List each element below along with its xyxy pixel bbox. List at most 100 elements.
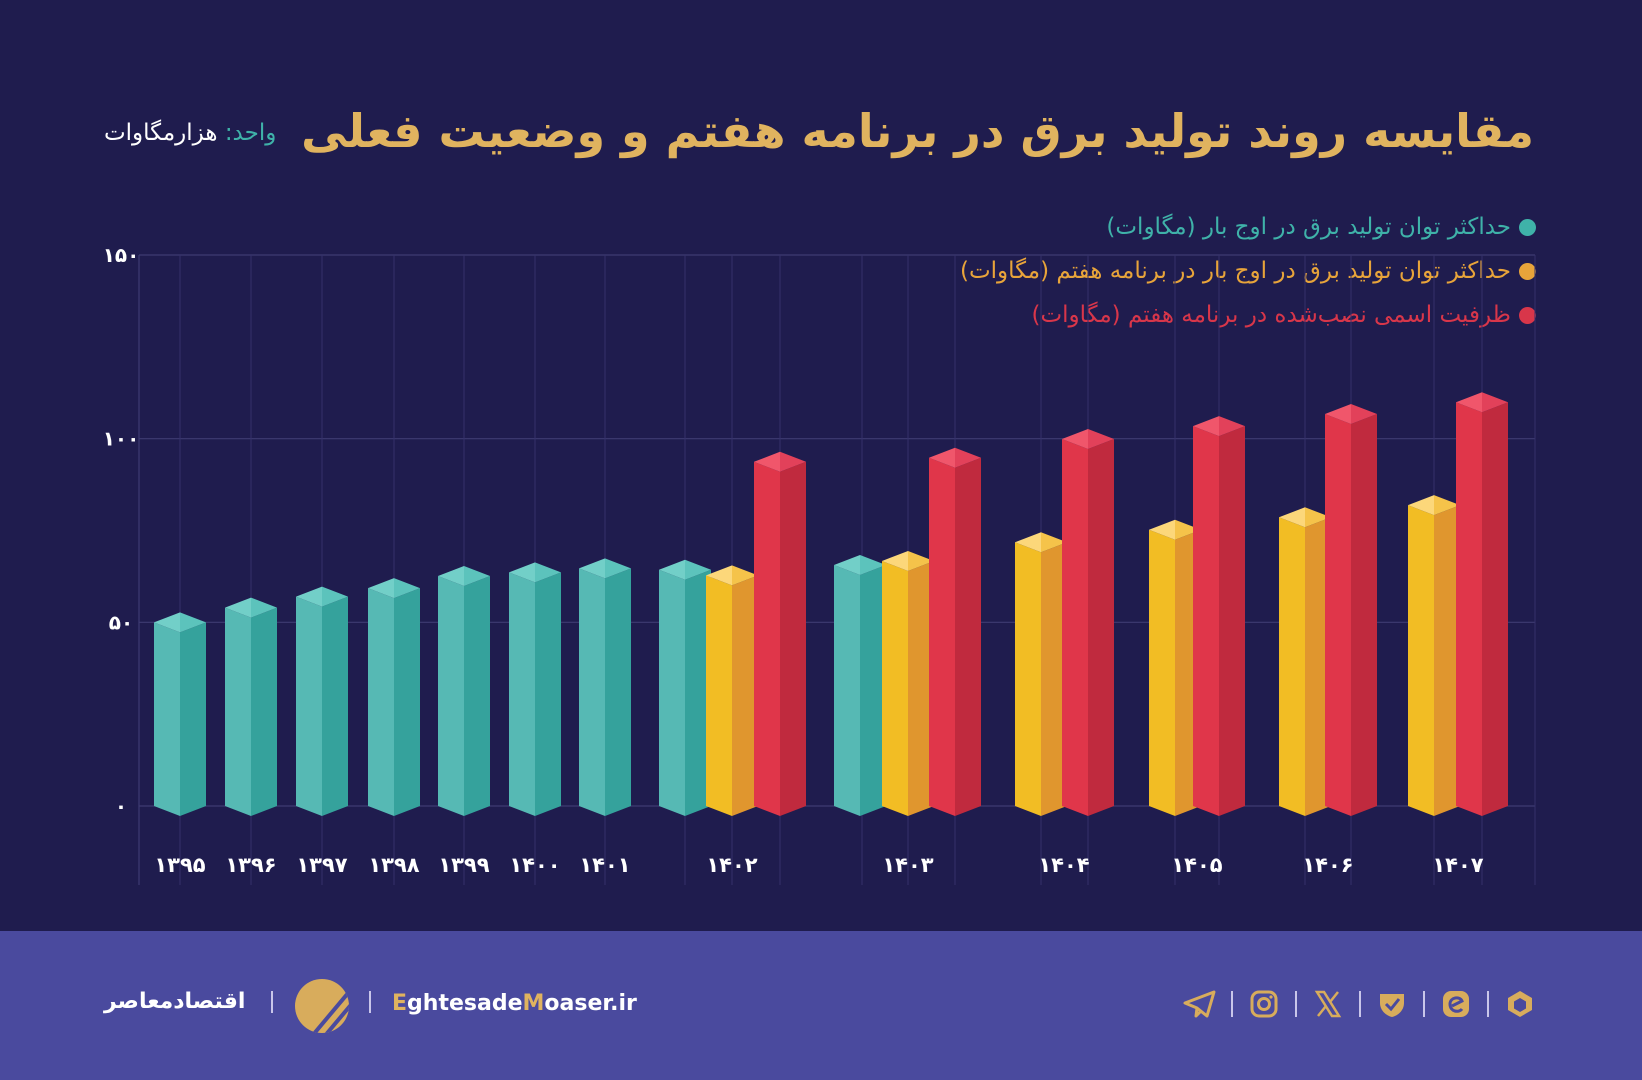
bar-left-face [659,569,685,816]
bar-right-face [535,572,561,816]
bar-top-cap [1175,519,1201,540]
bar-top-cap [1325,404,1351,425]
bar-top-cap [464,566,490,587]
x-tick-label: ۱۳۹۷ [296,853,347,877]
bar-top-cap [908,550,934,571]
bar-left-face [579,568,605,816]
bar-top-cap [1088,429,1114,450]
instagram-icon[interactable] [1246,986,1282,1022]
bar-left-face [225,607,251,816]
bar-right-face [1305,517,1331,816]
bar-chart: ۰ ۵۰ ۱۰۰ ۱۵۰ ۱۳۹۵ ۱۳۹۶ ۱۳۹۷ ۱۳۹۸ ۱۳۹۹ ۱۴۰۰ ۱۴۰۱ ۱۴۰… [103,243,1536,885]
legend-label: ظرفیت اسمی نصب‌شده در برنامه هفتم (مگاوا… [1031,302,1511,328]
e-icon[interactable] [1438,986,1474,1022]
y-tick-label: ۱۵۰ [103,243,140,267]
legend-dot [1519,262,1536,280]
bar-left-face [154,622,180,816]
bar-top-cap [780,451,806,472]
bar-top-cap [535,562,561,583]
bar-top-cap [509,562,535,583]
bar-top-cap [1062,429,1088,450]
bar-top-cap [1149,519,1175,540]
bar-top-cap [368,578,394,599]
logo-icon [295,979,349,1033]
unit-label: واحد: هزارمگاوات [104,120,276,146]
bar-top-cap [154,612,180,633]
telegram-icon[interactable] [1182,986,1218,1022]
bar-top-cap [754,451,780,472]
bar-top-cap [394,578,420,599]
verified-icon[interactable] [1374,986,1410,1022]
bar-right-face [180,622,206,816]
bar-top-cap [1041,532,1067,553]
bar-top-cap [1305,507,1331,528]
bar-right-face [1351,414,1377,816]
bar-left-face [929,457,955,816]
legend-item-current: حداکثر توان تولید برق در اوج بار (مگاوات… [960,205,1536,249]
bar-top-cap [1193,416,1219,437]
bar-top-cap [322,586,348,607]
divider [1295,991,1297,1017]
bar-right-face [1434,505,1460,816]
bar-top-cap [1456,392,1482,413]
bar-top-cap [706,565,732,586]
bar-right-face [464,576,490,816]
bar-right-face [955,457,981,816]
bar-right-face [1041,542,1067,816]
bar-top-cap [732,565,758,586]
bar-right-face [251,607,277,816]
bar-left-face [1193,426,1219,816]
bar-right-face [605,568,631,816]
divider [1487,991,1489,1017]
x-tick-label: ۱۳۹۸ [368,853,419,877]
bar-top-cap [929,447,955,468]
x-tick-label: ۱۴۰۳ [882,853,933,877]
bar-left-face [296,596,322,816]
bar-right-face [732,575,758,816]
brand-name: اقتصادمعاصر [104,989,246,1014]
bar-top-cap [180,612,206,633]
x-icon[interactable] [1310,986,1346,1022]
bar-left-face [368,588,394,816]
x-tick-label: ۱۴۰۰ [509,853,560,877]
bar-right-face [780,461,806,816]
legend: حداکثر توان تولید برق در اوج بار (مگاوات… [960,205,1536,337]
x-tick-label: ۱۴۰۵ [1171,853,1222,877]
bar-top-cap [955,447,981,468]
y-tick-label: ۰ [115,794,127,818]
bar-top-cap [1219,416,1245,437]
bar-top-cap [225,597,251,618]
bar-left-face [834,565,860,816]
bar-left-face [706,575,732,816]
hexagon-icon[interactable] [1502,986,1538,1022]
x-tick-label: ۱۳۹۶ [225,853,276,877]
bar-right-face [685,569,711,816]
legend-item-plan-capacity: ظرفیت اسمی نصب‌شده در برنامه هفتم (مگاوا… [960,293,1536,337]
bar-top-cap [1482,392,1508,413]
legend-dot [1519,306,1536,324]
bar-left-face [754,461,780,816]
bar-top-cap [860,555,886,576]
page-title: مقایسه روند تولید برق در برنامه هفتم و و… [301,104,1534,158]
bar-left-face [1015,542,1041,816]
bar-top-cap [605,558,631,579]
legend-dot [1519,218,1536,236]
divider [369,991,371,1013]
bar-right-face [860,565,886,816]
bar-left-face [1279,517,1305,816]
unit-label-prefix: واحد: [224,120,277,146]
bar-right-face [394,588,420,816]
bar-left-face [1408,505,1434,816]
bar-top-cap [1408,495,1434,516]
divider [1359,991,1361,1017]
bar-left-face [1149,529,1175,816]
x-tick-label: ۱۳۹۹ [438,853,489,877]
y-tick-label: ۵۰ [109,610,133,634]
x-tick-label: ۱۳۹۵ [154,853,205,877]
website-link[interactable]: EghtesadeMoaser.ir [392,991,637,1016]
bar-right-face [1219,426,1245,816]
divider [271,991,273,1013]
bar-top-cap [1279,507,1305,528]
y-tick-label: ۱۰۰ [103,427,140,451]
legend-label: حداکثر توان تولید برق در اوج بار در برنا… [959,258,1511,284]
